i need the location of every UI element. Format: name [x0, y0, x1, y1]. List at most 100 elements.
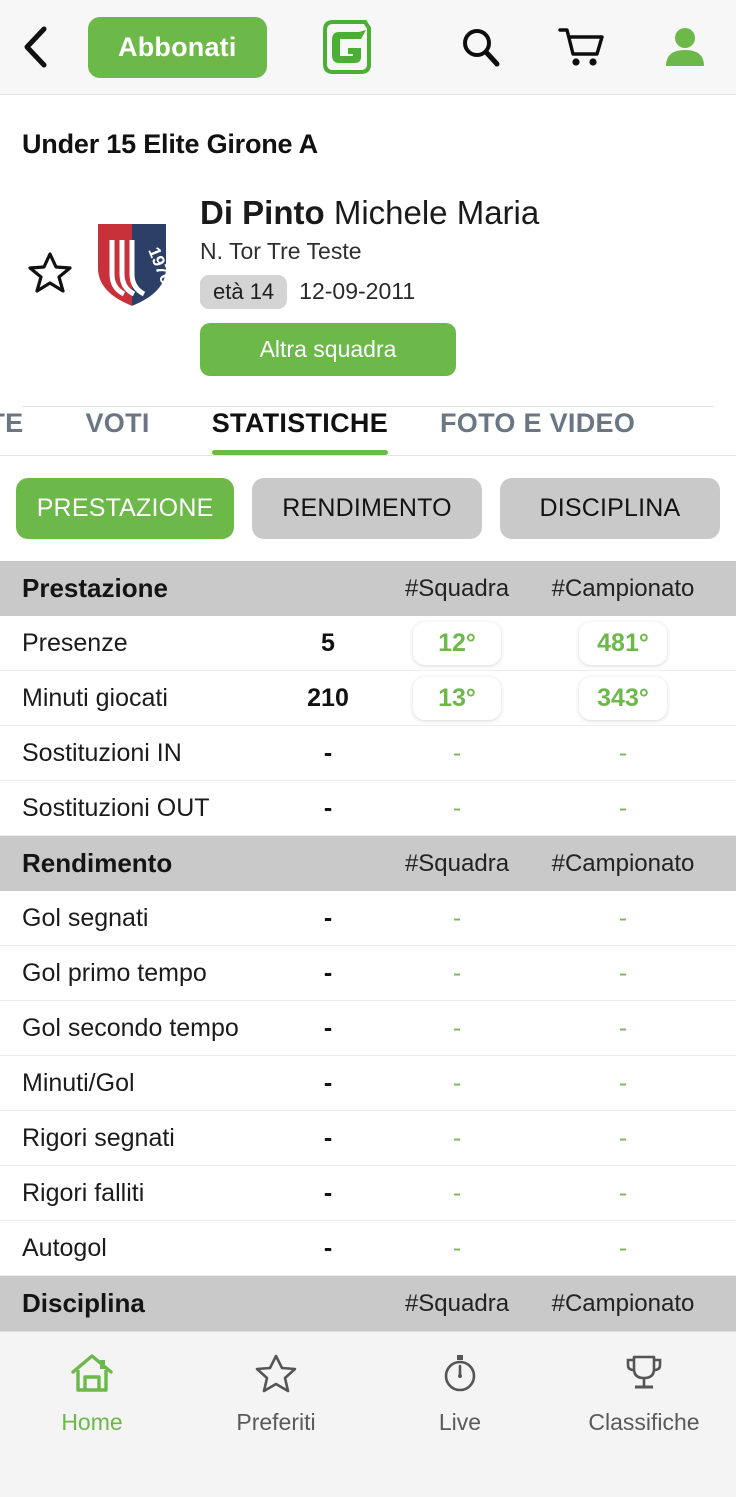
bottom-nav: Home Preferiti Live Classifiche: [0, 1331, 736, 1497]
rank-campionato-cell: -: [532, 904, 714, 933]
segment-prestazione[interactable]: PRESTAZIONE: [16, 478, 235, 539]
rank-dash: -: [618, 1068, 628, 1097]
person-icon[interactable]: [662, 24, 708, 70]
header-divider: [22, 405, 714, 407]
rank-campionato-cell: -: [532, 1124, 714, 1153]
row-value: -: [323, 903, 333, 932]
rank-dash: -: [452, 793, 462, 822]
rank-campionato-cell: -: [532, 1179, 714, 1208]
row-label: Presenze: [22, 628, 128, 657]
nav-item-home[interactable]: Home: [0, 1352, 184, 1436]
nav-label: Live: [438, 1409, 482, 1435]
rank-badge: 481°: [579, 621, 667, 665]
player-block: 1976 Di Pinto Michele Maria N. Tor Tre T…: [22, 190, 714, 376]
g-logo-icon[interactable]: [315, 16, 377, 78]
rank-dash: -: [618, 1178, 628, 1207]
tab-partite[interactable]: RTITE: [0, 408, 24, 439]
cart-icon[interactable]: [558, 25, 606, 69]
nav-item-preferiti[interactable]: Preferiti: [184, 1352, 368, 1436]
player-firstname: Michele Maria: [333, 194, 540, 231]
table-row: Gol secondo tempo - - -: [0, 1001, 736, 1056]
table-row: Gol primo tempo - - -: [0, 946, 736, 1001]
table-row: Gol segnati - - -: [0, 891, 736, 946]
tab-statistiche[interactable]: STATISTICHE: [211, 408, 389, 456]
rank-squadra-cell: -: [382, 1124, 532, 1153]
rank-badge: 13°: [413, 676, 501, 720]
home-icon: [69, 1352, 115, 1399]
row-value: -: [323, 1233, 333, 1262]
rank-badge: 12°: [413, 621, 501, 665]
star-outline-icon: [253, 1352, 299, 1399]
row-label: Gol secondo tempo: [22, 1013, 239, 1042]
back-icon[interactable]: [22, 25, 66, 69]
nav-item-live[interactable]: Live: [368, 1352, 552, 1436]
rank-dash: -: [452, 1233, 462, 1262]
tab-divider: [0, 455, 736, 456]
star-outline-icon[interactable]: [22, 190, 78, 296]
row-value: -: [323, 738, 333, 767]
tab-foto-e-video[interactable]: FOTO E VIDEO: [440, 408, 636, 439]
stats-table: Prestazione #Squadra #Campionato Presenz…: [0, 561, 736, 1331]
rank-campionato-cell: 343°: [532, 676, 714, 720]
player-birthdate: 12-09-2011: [299, 278, 416, 305]
rank-dash: -: [452, 1068, 462, 1097]
rank-dash: -: [618, 903, 628, 932]
rank-badge: 343°: [579, 676, 667, 720]
rank-dash: -: [618, 1123, 628, 1152]
nav-label: Home: [61, 1409, 123, 1435]
top-bar: Abbonati: [0, 0, 736, 95]
rank-campionato-cell: -: [532, 1014, 714, 1043]
table-row: Rigori segnati - - -: [0, 1111, 736, 1166]
column-header-squadra: #Squadra: [404, 574, 510, 602]
rank-squadra-cell: -: [382, 1179, 532, 1208]
nav-label: Classifiche: [588, 1409, 700, 1435]
rank-squadra-cell: -: [382, 1069, 532, 1098]
player-header: Under 15 Elite Girone A 1976: [0, 95, 736, 407]
rank-squadra-cell: -: [382, 904, 532, 933]
rank-squadra-cell: -: [382, 739, 532, 768]
player-surname: Di Pinto: [200, 194, 325, 231]
row-value: -: [323, 1068, 333, 1097]
rank-campionato-cell: -: [532, 1234, 714, 1263]
rank-dash: -: [618, 1013, 628, 1042]
player-name: Di Pinto Michele Maria: [200, 194, 539, 232]
rank-squadra-cell: -: [382, 1234, 532, 1263]
nav-item-classifiche[interactable]: Classifiche: [552, 1352, 736, 1436]
rank-dash: -: [452, 738, 462, 767]
group-title: Rendimento: [22, 848, 173, 878]
table-row: Sostituzioni OUT - - -: [0, 781, 736, 836]
group-title: Prestazione: [22, 573, 168, 603]
row-label: Rigori segnati: [22, 1123, 175, 1152]
segment-disciplina[interactable]: DISCIPLINA: [499, 478, 720, 539]
subscribe-button[interactable]: Abbonati: [88, 16, 267, 78]
table-row: Autogol - - -: [0, 1221, 736, 1276]
segment-bar: PRESTAZIONE RENDIMENTO DISCIPLINA: [0, 456, 736, 561]
tab-voti[interactable]: VOTI: [85, 408, 150, 439]
column-header-campionato: #Campionato: [551, 849, 695, 877]
row-value: 210: [307, 683, 349, 712]
rank-campionato-cell: -: [532, 959, 714, 988]
row-label: Minuti giocati: [22, 683, 168, 712]
rank-squadra-cell: -: [382, 1014, 532, 1043]
segment-rendimento[interactable]: RENDIMENTO: [252, 478, 482, 539]
rank-dash: -: [452, 1123, 462, 1152]
row-label: Sostituzioni OUT: [22, 793, 210, 822]
table-row: Minuti/Gol - - -: [0, 1056, 736, 1111]
table-row: Minuti giocati 210 13° 343°: [0, 671, 736, 726]
trophy-icon: [621, 1352, 667, 1399]
row-label: Gol segnati: [22, 903, 149, 932]
rank-dash: -: [452, 1178, 462, 1207]
rank-squadra-cell: 13°: [382, 676, 532, 720]
rank-dash: -: [618, 793, 628, 822]
club-crest-icon: 1976: [78, 190, 186, 312]
rank-campionato-cell: 481°: [532, 621, 714, 665]
row-value: -: [323, 1013, 333, 1042]
rank-dash: -: [618, 958, 628, 987]
search-icon[interactable]: [458, 25, 502, 69]
table-row: Rigori falliti - - -: [0, 1166, 736, 1221]
player-age-row: età 14 12-09-2011: [200, 274, 539, 309]
other-team-button[interactable]: Altra squadra: [200, 322, 456, 376]
row-value: -: [323, 793, 333, 822]
rank-dash: -: [618, 738, 628, 767]
